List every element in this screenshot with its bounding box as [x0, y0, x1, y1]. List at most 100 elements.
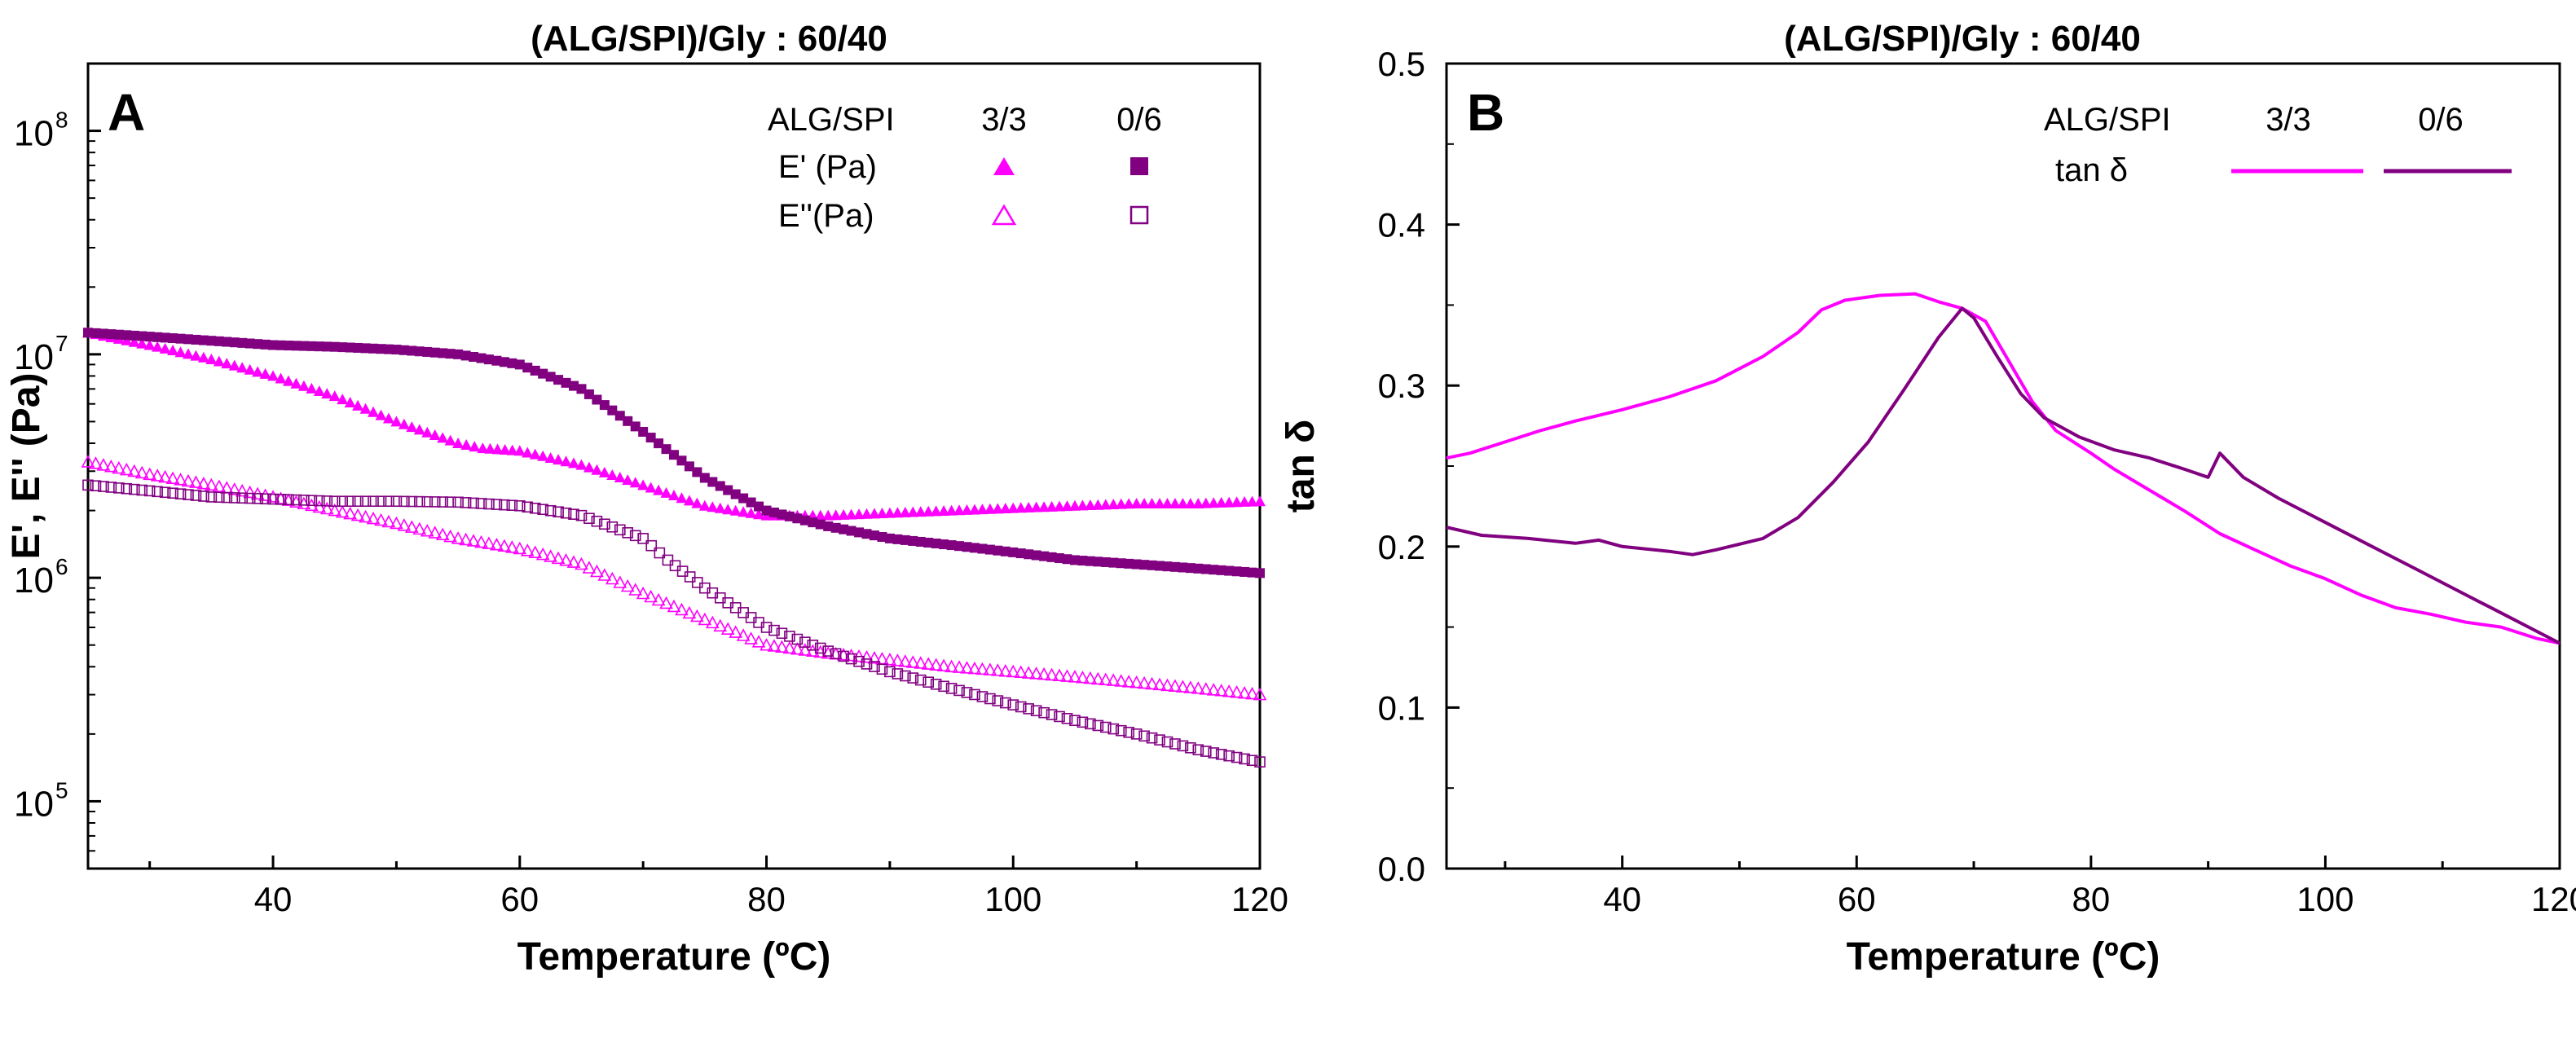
data-point [1200, 497, 1212, 508]
panel-a: (ALG/SPI)/Gly : 60/40 A 40 60 80 100 120 10 5… [5, 19, 1288, 979]
data-point [568, 457, 580, 469]
data-point [1030, 501, 1042, 513]
data-point [659, 596, 673, 609]
data-point [614, 524, 626, 536]
data-point [337, 495, 348, 508]
data-point [791, 633, 804, 645]
data-point [921, 657, 936, 670]
data-point [1007, 502, 1019, 513]
data-point [104, 460, 118, 473]
data-point [490, 538, 504, 551]
data-point [360, 343, 371, 354]
data-point [366, 511, 381, 525]
data-point [483, 354, 494, 365]
data-point [938, 504, 950, 516]
data-point [513, 445, 526, 456]
data-point [538, 368, 548, 379]
data-point [623, 416, 633, 426]
data-point [328, 390, 341, 402]
data-point [268, 340, 279, 350]
panel-a-legend: ALG/SPI 3/3 0/6 E' (Pa) E''(Pa) [768, 102, 1162, 234]
data-point [175, 333, 186, 344]
data-point [167, 345, 179, 356]
data-point [707, 477, 718, 487]
data-point [559, 553, 573, 566]
data-point [576, 384, 587, 394]
data-point [1021, 666, 1036, 679]
data-point [127, 464, 142, 477]
data-point [137, 331, 148, 341]
data-point [622, 474, 634, 486]
data-point [776, 627, 788, 640]
data-point [428, 526, 443, 539]
legend-a-header: ALG/SPI [768, 102, 895, 138]
data-point [1254, 756, 1266, 768]
data-point [792, 513, 803, 524]
data-point [983, 662, 997, 675]
data-point [483, 498, 495, 510]
data-point [784, 631, 795, 642]
panel-a-x-ticks: 40 60 80 100 120 [148, 856, 1288, 918]
data-point [651, 592, 666, 606]
data-point [1077, 716, 1089, 728]
data-point [1008, 547, 1019, 557]
data-point [768, 624, 780, 636]
data-point [275, 494, 287, 505]
data-point [676, 492, 688, 504]
data-point [189, 475, 203, 488]
data-point [1137, 675, 1151, 689]
data-point [112, 460, 126, 474]
data-point [1023, 501, 1035, 513]
data-point [1192, 497, 1204, 508]
data-point [537, 504, 548, 516]
data-point [128, 483, 140, 495]
legend-a-marker-e1-0-6 [1130, 157, 1148, 175]
data-point [1176, 680, 1190, 693]
data-point [421, 426, 434, 438]
data-point [644, 589, 658, 603]
data-point [105, 482, 117, 493]
data-point [1145, 676, 1159, 690]
data-point [190, 490, 202, 501]
data-point [222, 337, 232, 347]
data-point [1092, 499, 1104, 510]
data-point [984, 693, 996, 705]
data-point [692, 467, 702, 477]
data-point [522, 501, 534, 513]
data-point [1138, 497, 1151, 508]
data-point [291, 341, 302, 351]
legend-a-row-storage: E' (Pa) [778, 149, 877, 185]
data-point [667, 599, 681, 613]
data-point [414, 495, 425, 508]
data-point [314, 495, 325, 507]
data-point [1239, 495, 1251, 507]
data-point [460, 350, 471, 361]
data-point [777, 509, 787, 520]
data-point [861, 508, 873, 519]
data-point [899, 506, 911, 517]
data-point [429, 496, 441, 508]
data-point [1084, 499, 1096, 511]
data-point [98, 481, 109, 492]
data-point [437, 432, 449, 443]
data-point [1231, 751, 1243, 763]
data-point [784, 511, 795, 521]
panel-b-data [1446, 292, 2561, 645]
data-point [344, 495, 356, 508]
series-e-3-3 [82, 327, 1266, 521]
data-point [1239, 753, 1250, 765]
data-point [583, 513, 595, 525]
data-point [954, 541, 965, 552]
data-point [205, 477, 218, 491]
data-point [723, 485, 733, 495]
data-point [1015, 502, 1027, 513]
data-point [96, 458, 111, 471]
data-point [343, 506, 357, 520]
data-point [89, 456, 103, 469]
data-point [628, 583, 643, 596]
data-point [1099, 672, 1113, 686]
data-point [491, 355, 502, 366]
series-line-tan-3-3 [1446, 292, 2561, 645]
data-point [636, 586, 650, 600]
